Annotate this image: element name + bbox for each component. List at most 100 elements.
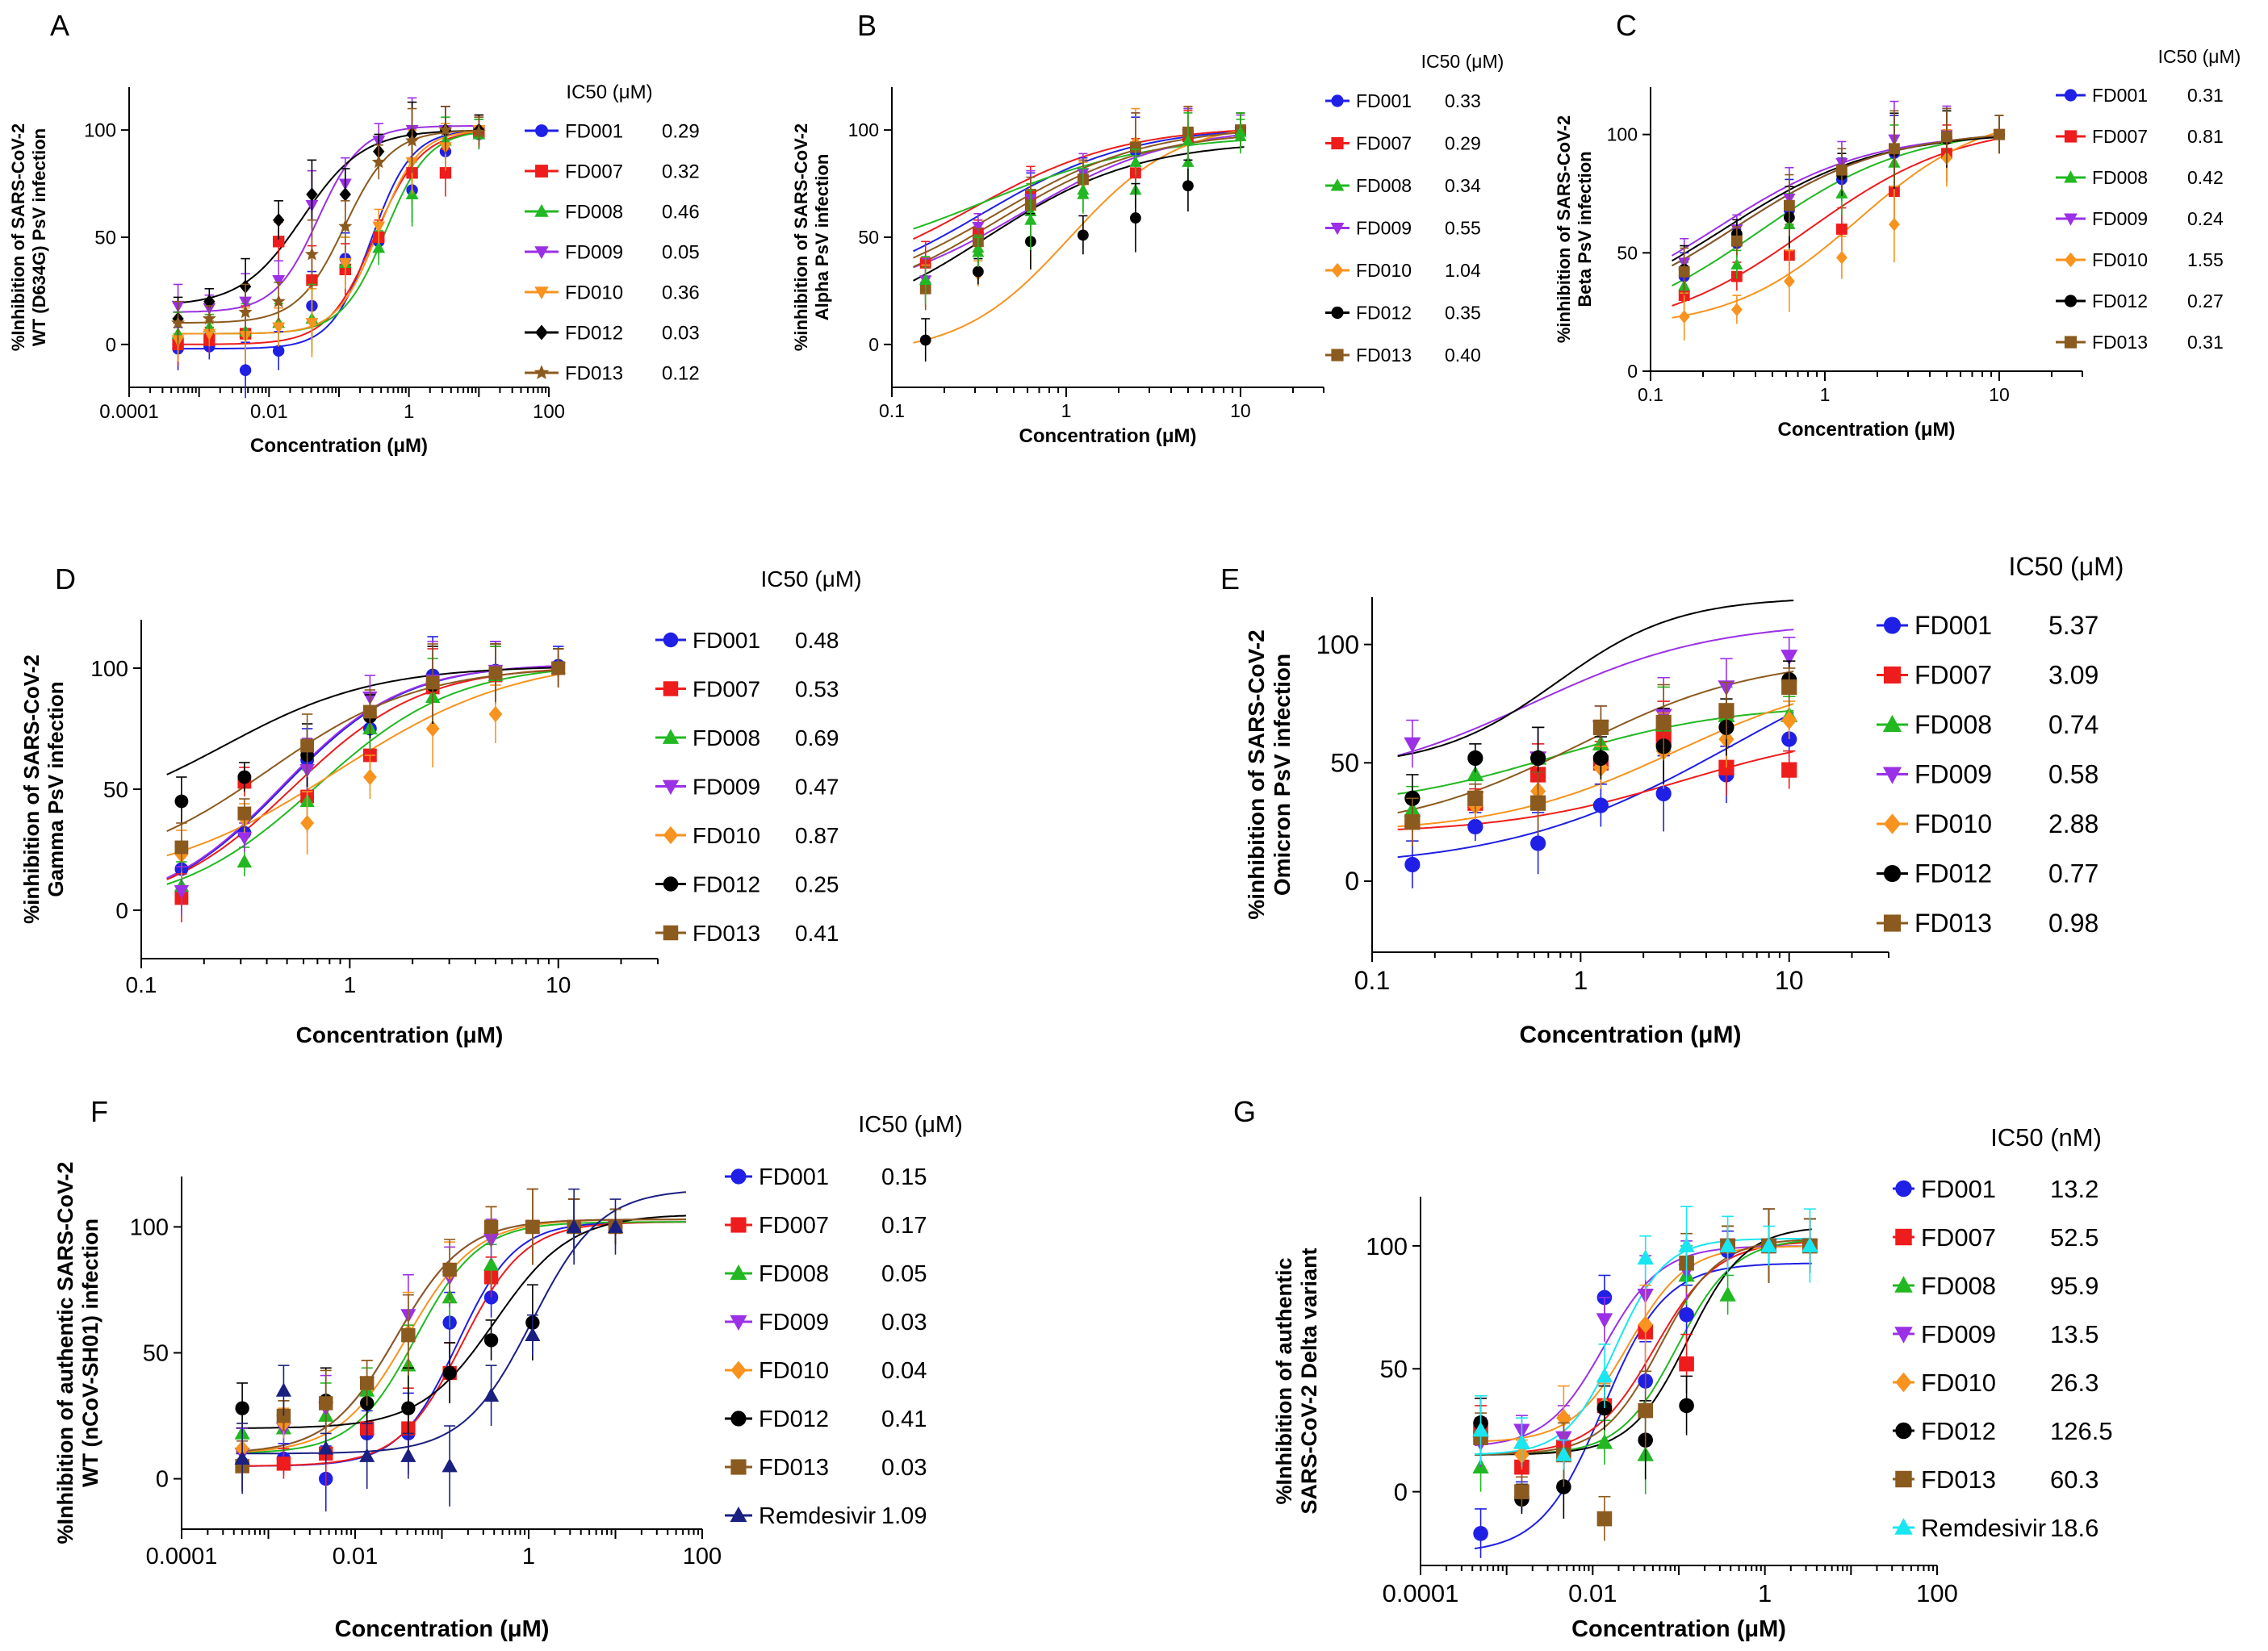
legend-label: FD007 (759, 1213, 829, 1239)
y-axis-title-line1: %Inhibition of SARS-CoV-2 (8, 123, 28, 351)
legend-ic50-value: 0.31 (2187, 332, 2224, 353)
fit-curve-fd013 (1672, 134, 2003, 267)
fit-curve-fd007 (236, 1221, 686, 1467)
data-point-fd012 (401, 1401, 416, 1415)
x-tick-label: 10 (1230, 400, 1251, 421)
data-point-remdesivir (1637, 1249, 1654, 1265)
fit-curve-fd008 (173, 132, 481, 335)
x-tick-label: 0.1 (126, 972, 157, 997)
legend-label: FD007 (1356, 133, 1412, 154)
fit-curve-fd009 (1397, 629, 1794, 757)
data-point-fd009 (272, 275, 286, 287)
legend-ic50-value: 60.3 (2050, 1465, 2099, 1494)
y-tick-label: 0 (156, 1467, 169, 1493)
fit-curve-fd001 (166, 665, 563, 880)
data-point-remdesivir (1555, 1446, 1572, 1461)
legend-marker (730, 1315, 747, 1331)
x-axis-title: Concentration (μM) (1019, 425, 1197, 447)
data-point-fd010 (272, 322, 286, 334)
legend-ic50-value: 26.3 (2050, 1369, 2099, 1397)
legend-ic50-value: 13.2 (2050, 1175, 2099, 1203)
data-point-fd001 (1592, 797, 1609, 813)
data-point-fd009 (972, 221, 985, 233)
legend-label: FD010 (2092, 249, 2148, 270)
data-point-fd001 (1473, 1526, 1488, 1541)
data-point-fd013 (551, 661, 566, 675)
data-point-fd013 (425, 675, 440, 690)
legend-ic50-value: 0.87 (795, 823, 839, 848)
x-tick-label: 100 (683, 1544, 722, 1569)
x-tick-label: 1 (344, 972, 357, 997)
legend-label: FD008 (693, 725, 760, 750)
data-point-fd012 (203, 295, 216, 309)
data-point-fd001 (1467, 818, 1483, 835)
legend-ic50-value: 1.04 (1445, 260, 1481, 281)
y-tick-label: 50 (858, 227, 879, 248)
legend-label: FD001 (565, 120, 623, 142)
data-point-fd008 (236, 854, 253, 868)
data-point-fd013 (171, 316, 186, 329)
data-point-fd012 (1182, 180, 1194, 192)
data-point-fd012 (237, 770, 252, 784)
data-point-fd007 (439, 167, 452, 179)
legend-label: FD001 (1356, 90, 1412, 111)
data-point-fd013 (483, 1219, 499, 1235)
data-point-remdesivir (1472, 1421, 1489, 1437)
data-point-fd007 (272, 236, 285, 248)
data-point-fd013 (1941, 131, 1952, 143)
legend-marker (535, 124, 548, 137)
legend-ic50-value: 0.34 (1445, 175, 1481, 196)
data-point-fd012 (442, 1365, 457, 1381)
data-point-fd008 (483, 1256, 500, 1271)
y-tick-label: 0 (868, 334, 879, 355)
data-point-fd010 (363, 768, 377, 786)
panel-letter: E (1220, 562, 1240, 596)
data-point-fd013 (488, 666, 503, 680)
data-point-fd012 (483, 1333, 499, 1348)
y-axis-title-line2: WT (D634G) PsV infection (29, 128, 49, 346)
x-tick-label: 10 (546, 972, 571, 997)
x-tick-label: 1 (522, 1544, 535, 1569)
data-point-fd012 (1078, 229, 1089, 241)
data-point-fd013 (359, 1376, 375, 1390)
data-point-fd013-alt (972, 245, 985, 257)
legend-ic50-value: 0.41 (795, 921, 839, 946)
legend-label: FD012 (1914, 859, 1992, 888)
fit-curve-fd013 (236, 1218, 686, 1452)
legend-marker (2064, 336, 2078, 349)
data-point-remdesivir (318, 1440, 334, 1455)
data-point-fd001 (1404, 856, 1421, 873)
y-axis-title-line1: %Inhibition of authentic SARS-CoV-2 (53, 1162, 77, 1544)
legend-label: FD012 (693, 871, 760, 897)
legend-label: FD009 (1921, 1320, 1996, 1348)
data-point-remdesivir (234, 1450, 250, 1465)
y-axis-title-line2: Gamma PsV infection (44, 681, 68, 897)
data-point-fd008 (1730, 258, 1743, 270)
data-point-fd010 (300, 814, 315, 832)
x-tick-label: 1 (1820, 384, 1831, 405)
legend-marker (730, 1459, 747, 1475)
legend-label: FD001 (1921, 1175, 1996, 1203)
data-point-fd012 (972, 265, 984, 278)
legend-ic50-value: 0.03 (881, 1455, 927, 1481)
data-point-fd012 (1130, 212, 1141, 224)
y-tick-label: 50 (103, 777, 128, 802)
data-point-fd013 (1678, 265, 1690, 278)
ic50-legend-title: IC50 (μM) (566, 82, 652, 103)
data-point-fd009 (1404, 737, 1421, 753)
legend-label: FD010 (693, 823, 760, 848)
data-point-fd013 (1638, 1402, 1653, 1419)
data-point-fd013 (1592, 719, 1609, 735)
y-tick-label: 0 (1345, 867, 1359, 896)
legend-marker (730, 1361, 747, 1380)
data-point-remdesivir (607, 1218, 624, 1233)
legend-ic50-value: 3.09 (2048, 661, 2099, 690)
legend-label: Remdesivir (759, 1503, 876, 1529)
legend-marker (2064, 170, 2078, 183)
fit-curve-fd007 (1672, 136, 2003, 307)
legend-marker (1883, 617, 1902, 634)
legend-ic50-value: 0.55 (1445, 218, 1481, 239)
legend-marker (1895, 1180, 1912, 1197)
data-point-fd013 (304, 247, 319, 261)
data-point-fd013 (1514, 1484, 1529, 1499)
